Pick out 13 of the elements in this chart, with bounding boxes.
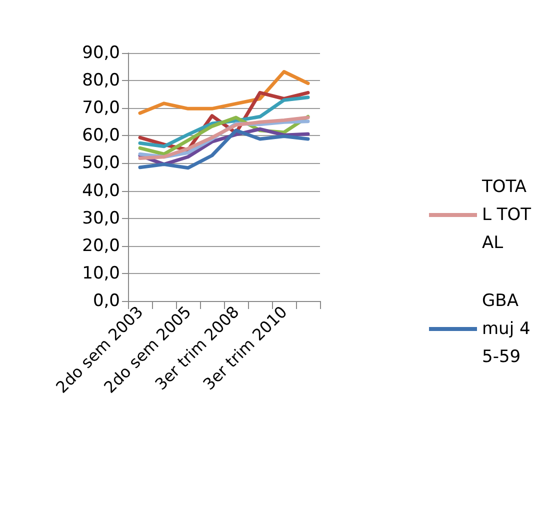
y-tick-label: 10,0 bbox=[82, 263, 120, 284]
y-tick-label: 40,0 bbox=[82, 180, 120, 201]
y-tick-label: 70,0 bbox=[82, 98, 120, 118]
line-series bbox=[138, 70, 310, 115]
y-tick-label: 80,0 bbox=[82, 70, 120, 91]
y-tick-label: 60,0 bbox=[82, 126, 120, 146]
y-tick-label: 0,0 bbox=[92, 291, 120, 311]
y-tick-label: 20,0 bbox=[82, 236, 120, 256]
legend-label: GBA muj 45-59 bbox=[482, 291, 530, 367]
legend-label: TOTAL TOTAL bbox=[481, 177, 532, 253]
y-tick-label: 90,0 bbox=[82, 43, 120, 63]
y-tick-label: 30,0 bbox=[82, 208, 120, 228]
y-tick-label: 50,0 bbox=[82, 153, 120, 174]
